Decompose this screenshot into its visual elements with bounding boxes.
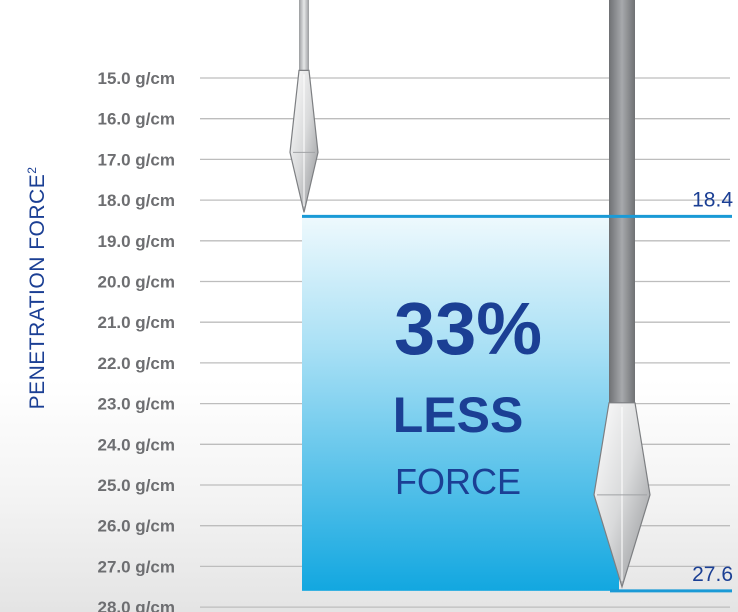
y-tick-label: 18.0 g/cm [98,191,176,210]
y-tick-label: 26.0 g/cm [98,517,176,536]
y-tick-label: 22.0 g/cm [98,354,176,373]
y-tick-label: 17.0 g/cm [98,150,176,169]
y-tick-label: 16.0 g/cm [98,110,176,129]
y-tick-label: 20.0 g/cm [98,273,176,292]
callout-percent: 33% [394,287,542,370]
series-value-label: 18.4 [692,188,733,211]
callout: 33% LESS FORCE [393,287,542,502]
y-tick-labels: 15.0 g/cm 16.0 g/cm 17.0 g/cm 18.0 g/cm 19.0… [98,69,176,612]
y-axis-title: PENETRATION FORCE2 [25,167,49,410]
y-tick-label: 15.0 g/cm [98,69,176,88]
callout-less: LESS [393,387,524,443]
y-tick-label: 19.0 g/cm [98,232,176,251]
series-value-label: 27.6 [692,563,733,586]
y-tick-label: 24.0 g/cm [98,435,176,454]
y-tick-label: 25.0 g/cm [98,476,176,495]
y-tick-label: 23.0 g/cm [98,395,176,414]
y-tick-label: 21.0 g/cm [98,313,176,332]
y-tick-label: 28.0 g/cm [98,598,176,612]
y-tick-label: 27.0 g/cm [98,557,176,576]
needle-icon [290,0,318,212]
callout-force: FORCE [395,461,521,502]
